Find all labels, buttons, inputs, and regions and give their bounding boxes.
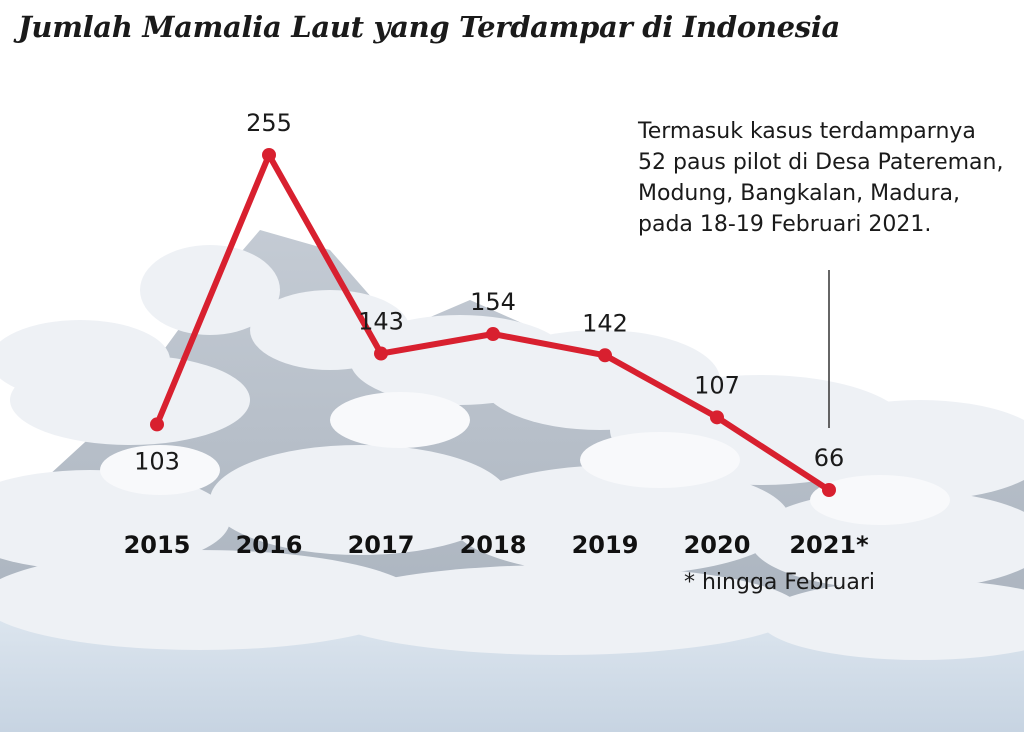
data-points: [150, 148, 836, 497]
annotation-line: Modung, Bangkalan, Madura,: [638, 181, 960, 206]
annotation-line: 52 paus pilot di Desa Patereman,: [638, 150, 1004, 175]
x-axis-tick-labels: 2015 2016 2017 2018 2019 2020 2021*: [124, 531, 870, 559]
x-tick-label: 2017: [348, 531, 415, 559]
data-label: 154: [470, 288, 516, 316]
x-tick-label: 2020: [684, 531, 751, 559]
data-labels: 103 255 143 154 142 107 66: [134, 109, 844, 475]
footnote: * hingga Februari: [684, 570, 875, 595]
data-label: 143: [358, 308, 404, 336]
data-point: [710, 410, 724, 425]
data-point: [598, 348, 612, 363]
data-label: 66: [814, 444, 845, 472]
data-point: [822, 483, 836, 497]
data-label: 103: [134, 447, 180, 475]
data-point: [486, 327, 500, 342]
annotation-note: Termasuk kasus terdamparnya 52 paus pilo…: [638, 116, 1018, 240]
data-point: [374, 346, 388, 361]
data-label: 255: [246, 109, 292, 137]
x-tick-label: 2016: [236, 531, 303, 559]
data-label: 107: [694, 371, 740, 399]
chart-title: Jumlah Mamalia Laut yang Terdampar di In…: [18, 10, 841, 44]
x-tick-label: 2021*: [789, 531, 869, 559]
x-tick-label: 2015: [124, 531, 191, 559]
annotation-line: pada 18-19 Februari 2021.: [638, 212, 932, 237]
data-point: [262, 148, 276, 162]
data-label: 142: [582, 309, 628, 337]
annotation-line: Termasuk kasus terdamparnya: [638, 119, 976, 144]
x-tick-label: 2018: [460, 531, 527, 559]
data-point: [150, 417, 164, 432]
x-tick-label: 2019: [572, 531, 639, 559]
